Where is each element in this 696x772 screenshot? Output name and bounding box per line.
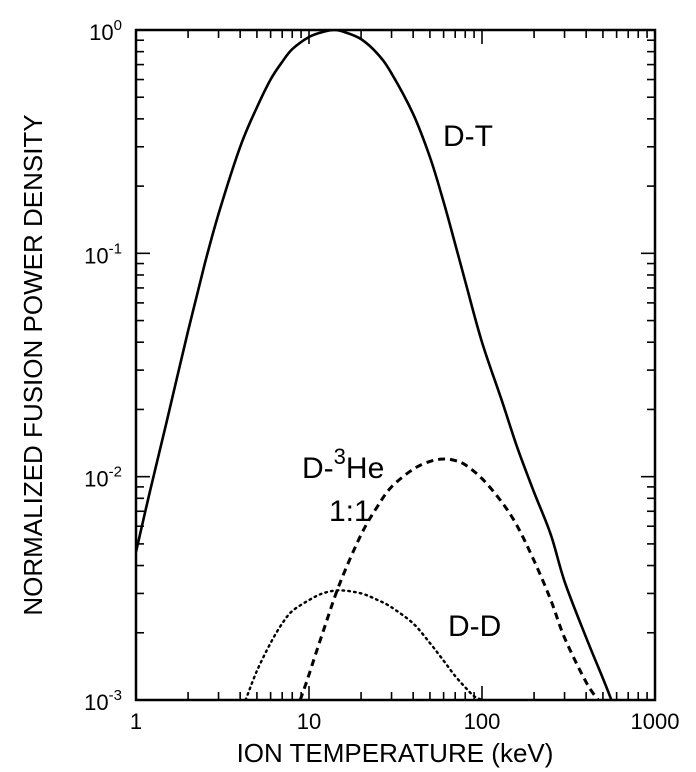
x-tick-label: 10	[297, 709, 321, 734]
y-tick-label: 10-2	[84, 464, 122, 492]
x-tick-label: 1	[130, 709, 142, 734]
series-line-dd	[244, 589, 484, 700]
series-label-dt: D-T	[443, 120, 493, 153]
x-tick-label: 1000	[631, 709, 680, 734]
series-label-dhe3: D-3He	[302, 444, 384, 485]
y-axis-title: NORMALIZED FUSION POWER DENSITY	[18, 114, 48, 615]
tick-labels: 1 10 100 1000 100 10-1 10-2 10-3	[84, 17, 679, 734]
y-tick-label: 10-1	[84, 240, 122, 268]
series-label-dhe3-ratio: 1:1	[329, 495, 371, 528]
series-label-dhe3-main: D-	[302, 452, 334, 485]
y-tick-label: 100	[89, 17, 122, 45]
series-label-dhe3-sup: 3	[334, 444, 346, 469]
series-label-dhe3-rest: He	[346, 452, 384, 485]
series-label-dd: D-D	[448, 610, 501, 643]
curves	[136, 30, 613, 700]
axis-ticks	[135, 30, 655, 701]
series-line-dt	[136, 30, 613, 700]
series-line-dhe3	[298, 457, 600, 700]
plot-frame	[134, 28, 657, 702]
y-tick-label: 10-3	[84, 687, 122, 715]
x-tick-label: 100	[464, 709, 501, 734]
x-axis-title: ION TEMPERATURE (keV)	[237, 738, 554, 768]
